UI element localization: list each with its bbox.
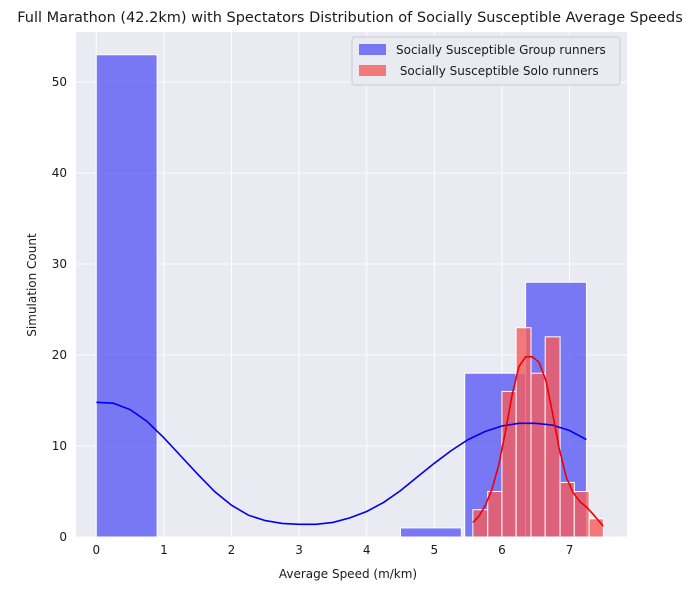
x-tick-label: 0 bbox=[92, 543, 100, 557]
histogram-bar bbox=[573, 491, 590, 538]
y-axis-label: Simulation Count bbox=[25, 233, 39, 337]
histogram-bar bbox=[487, 491, 503, 538]
legend: Socially Susceptible Group runners Socia… bbox=[351, 36, 621, 86]
x-axis-ticks: 0 1 2 3 4 5 6 7 bbox=[92, 543, 573, 557]
kde-line bbox=[96, 401, 587, 526]
x-tick-label: 3 bbox=[295, 543, 303, 557]
x-axis-label: Average Speed (m/km) bbox=[279, 567, 417, 581]
histogram-bar bbox=[400, 527, 462, 538]
y-tick-label: 40 bbox=[52, 166, 67, 180]
y-axis-ticks: 0 10 20 30 40 50 bbox=[52, 75, 67, 544]
x-tick-label: 4 bbox=[363, 543, 371, 557]
x-tick-label: 2 bbox=[228, 543, 236, 557]
y-tick-label: 20 bbox=[52, 348, 67, 362]
y-tick-label: 50 bbox=[52, 75, 67, 89]
legend-swatch bbox=[359, 44, 386, 55]
chart-title: Full Marathon (42.2km) with Spectators D… bbox=[17, 10, 683, 26]
y-tick-label: 0 bbox=[59, 530, 67, 544]
kde-curves bbox=[96, 356, 604, 527]
legend-label: Socially Susceptible Solo runners bbox=[396, 64, 599, 78]
x-tick-label: 1 bbox=[160, 543, 168, 557]
x-tick-label: 6 bbox=[498, 543, 506, 557]
x-tick-label: 7 bbox=[566, 543, 574, 557]
legend-box bbox=[351, 36, 621, 86]
kde-line bbox=[472, 356, 604, 527]
y-tick-label: 30 bbox=[52, 257, 67, 271]
legend-label: Socially Susceptible Group runners bbox=[396, 43, 606, 57]
histogram-bar bbox=[588, 518, 604, 538]
solo-runners-bars bbox=[472, 327, 604, 538]
histogram-bar bbox=[530, 372, 546, 538]
histogram-bar bbox=[544, 336, 561, 538]
histogram-bar bbox=[95, 54, 158, 538]
y-tick-label: 10 bbox=[52, 439, 67, 453]
legend-swatch bbox=[359, 65, 386, 76]
x-tick-label: 5 bbox=[430, 543, 438, 557]
